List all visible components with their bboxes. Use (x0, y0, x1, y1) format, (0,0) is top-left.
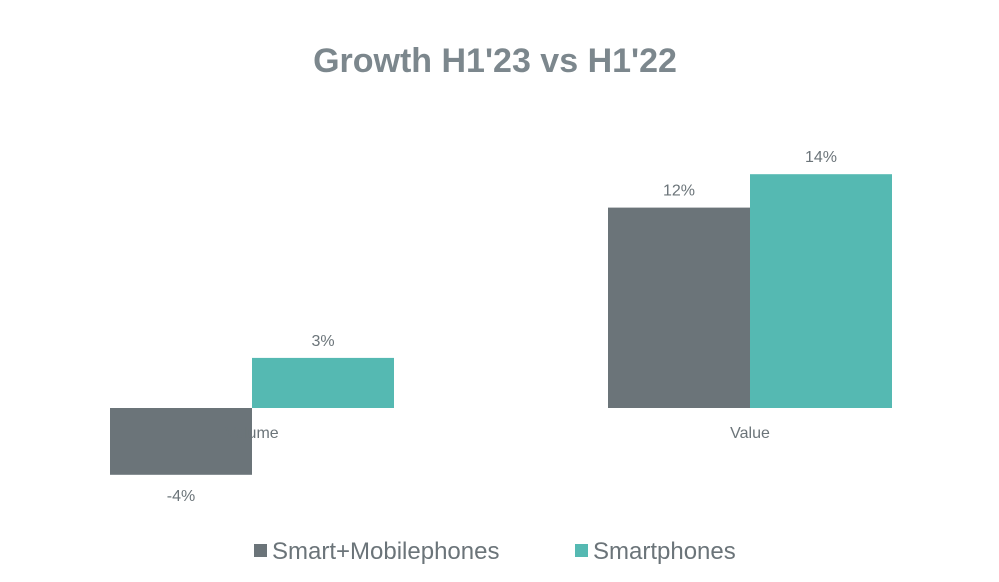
legend-label: Smartphones (593, 538, 736, 565)
category-label: Volume (225, 425, 278, 442)
bar-0-0 (110, 408, 252, 475)
data-label: 3% (311, 333, 334, 350)
data-label: 12% (663, 183, 695, 200)
data-label: -4% (167, 488, 195, 505)
legend: Smart+Mobilephones Smartphones (254, 538, 736, 565)
bar-1-1 (750, 174, 892, 408)
bar-0-1 (252, 357, 394, 408)
category-label: Value (730, 425, 770, 442)
plot-area: -4% 12% 3% 14% Volume Value (110, 149, 892, 505)
bar-1-0 (608, 207, 750, 408)
chart-title: Growth H1'23 vs H1'22 (313, 42, 677, 80)
data-label: 14% (805, 149, 837, 166)
legend-label: Smart+Mobilephones (272, 538, 499, 565)
legend-swatch (254, 544, 267, 557)
legend-swatch (575, 544, 588, 557)
